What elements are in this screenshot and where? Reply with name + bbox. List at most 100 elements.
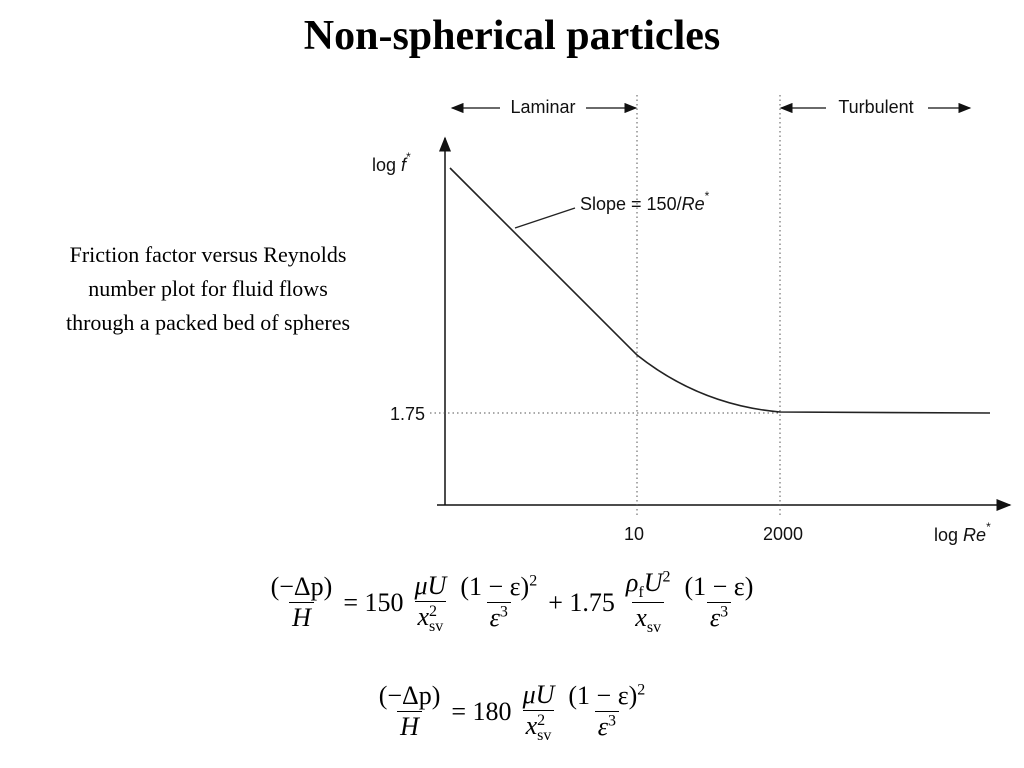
denominator: ε3 bbox=[486, 602, 511, 633]
friction-curve bbox=[449, 167, 991, 414]
math-segment: μU bbox=[414, 571, 446, 600]
math-segment: xsv bbox=[635, 603, 661, 636]
math-text: ρ bbox=[625, 568, 639, 597]
denominator: x 2 sv bbox=[414, 601, 447, 636]
y-axis-label: log f* bbox=[372, 150, 411, 175]
math-segment: x 2 sv bbox=[525, 711, 552, 745]
fraction: ρfU2 xsv bbox=[623, 568, 674, 637]
fraction: (1 − ε)2 ε3 bbox=[457, 572, 540, 633]
math-text: ε bbox=[709, 603, 721, 633]
numerator: ρfU2 bbox=[623, 568, 674, 602]
numerator: (1 − ε)2 bbox=[457, 572, 540, 602]
label-part: log bbox=[372, 155, 396, 175]
math-segment: (1 − ε)2 bbox=[460, 572, 537, 601]
math-text: ε bbox=[597, 712, 608, 742]
superscript: 2 bbox=[529, 572, 538, 590]
fraction: μU x 2 sv bbox=[520, 680, 558, 745]
math-segment: x 2 sv bbox=[417, 602, 444, 636]
caption: Friction factor versus Reynolds number p… bbox=[18, 238, 398, 340]
region-label: Laminar bbox=[510, 97, 575, 117]
superscript: 2 bbox=[637, 681, 646, 699]
y-tick-label: 1.75 bbox=[390, 404, 425, 424]
numerator: μU bbox=[520, 680, 558, 710]
superscript: 2 bbox=[662, 568, 671, 586]
caption-line: through a packed bed of spheres bbox=[65, 310, 351, 335]
caption-line: Friction factor versus Reynolds bbox=[69, 242, 347, 267]
numerator: (−Δp) bbox=[376, 681, 444, 711]
denominator: ε3 bbox=[706, 602, 732, 633]
subscript: sv bbox=[537, 727, 552, 745]
equation: (−Δp) H = 150 μU x 2 sv (1 − ε)2 ε3 + 1.75 ρfU2 xsv… bbox=[0, 568, 1024, 637]
math-text: H bbox=[292, 603, 311, 633]
label-part: * bbox=[986, 520, 991, 534]
denominator: H bbox=[397, 711, 422, 742]
x-tick-label: 10 bbox=[624, 524, 644, 544]
superscript: 2 bbox=[537, 712, 546, 730]
fraction: (−Δp) H bbox=[268, 572, 336, 633]
caption-line: number plot for fluid flows bbox=[88, 276, 328, 301]
equation: (−Δp) H = 180 μU x 2 sv (1 − ε)2 ε3 bbox=[0, 680, 1024, 745]
math-text: U bbox=[643, 568, 663, 597]
math-text: H bbox=[400, 712, 419, 742]
math-segment: ε3 bbox=[490, 603, 508, 632]
denominator: ε3 bbox=[594, 711, 619, 742]
math-operator: = 180 bbox=[451, 696, 512, 726]
region-label: Turbulent bbox=[838, 97, 913, 117]
math-text: (1 − ε) bbox=[568, 681, 638, 711]
math-text: (1 − ε) bbox=[684, 572, 754, 602]
fraction: (1 − ε)2 ε3 bbox=[565, 681, 648, 742]
label-part: Slope = 150/ bbox=[580, 194, 682, 214]
numerator: (1 − ε)2 bbox=[565, 681, 648, 711]
slope-label: Slope = 150/Re* bbox=[580, 189, 710, 214]
math-operator: = 150 bbox=[343, 587, 404, 617]
math-segment: H bbox=[400, 712, 419, 741]
denominator: xsv bbox=[632, 602, 665, 637]
slide-title: Non-spherical particles bbox=[303, 13, 721, 59]
math-text: x bbox=[525, 711, 538, 740]
x-axis-label: log Re* bbox=[934, 520, 991, 545]
math-text: x bbox=[635, 603, 647, 633]
subscript: f bbox=[638, 584, 644, 602]
label-part: * bbox=[705, 189, 710, 203]
math-segment: ε3 bbox=[598, 712, 616, 741]
label-part: Re bbox=[682, 194, 705, 214]
math-segment: ε3 bbox=[710, 603, 728, 632]
math-segment: ρf bbox=[625, 568, 644, 601]
math-segment: (1 − ε)2 bbox=[568, 681, 645, 710]
diagram: Laminar Turbulent log f* log Re* Slope =… bbox=[372, 95, 1012, 545]
math-segment: H bbox=[292, 603, 311, 632]
x-tick-label: 2000 bbox=[763, 524, 803, 544]
fraction: μU x 2 sv bbox=[411, 571, 449, 636]
numerator: μU bbox=[411, 571, 449, 601]
numerator: (1 − ε) bbox=[681, 572, 756, 602]
superscript: 3 bbox=[607, 712, 616, 730]
denominator: H bbox=[289, 602, 314, 633]
superscript: 2 bbox=[429, 603, 438, 621]
superscript: 3 bbox=[720, 603, 729, 621]
numerator: (−Δp) bbox=[268, 572, 336, 602]
label-part: Re bbox=[963, 525, 986, 545]
leader-line bbox=[514, 207, 576, 229]
scripts: 2 sv bbox=[429, 603, 444, 636]
math-text: (−Δp) bbox=[378, 681, 441, 711]
denominator: x 2 sv bbox=[522, 710, 555, 745]
superscript: 3 bbox=[499, 603, 508, 621]
math-text: ε bbox=[489, 603, 500, 633]
fraction: (−Δp) H bbox=[376, 681, 444, 742]
math-segment: (−Δp) bbox=[271, 572, 333, 601]
math-segment: (−Δp) bbox=[379, 681, 441, 710]
math-text: (−Δp) bbox=[270, 572, 333, 602]
math-text: μU bbox=[522, 680, 555, 709]
scripts: 2 sv bbox=[537, 712, 552, 745]
label-part: * bbox=[406, 150, 411, 164]
math-text: (1 − ε) bbox=[460, 572, 530, 602]
fraction: (1 − ε) ε3 bbox=[681, 572, 756, 633]
math-text: x bbox=[417, 602, 430, 632]
subscript: sv bbox=[429, 618, 444, 636]
math-segment: (1 − ε) bbox=[684, 572, 753, 601]
label-part: log bbox=[934, 525, 958, 545]
label-part: f bbox=[401, 155, 408, 175]
subscript: sv bbox=[646, 619, 662, 637]
math-segment: U2 bbox=[644, 568, 671, 597]
